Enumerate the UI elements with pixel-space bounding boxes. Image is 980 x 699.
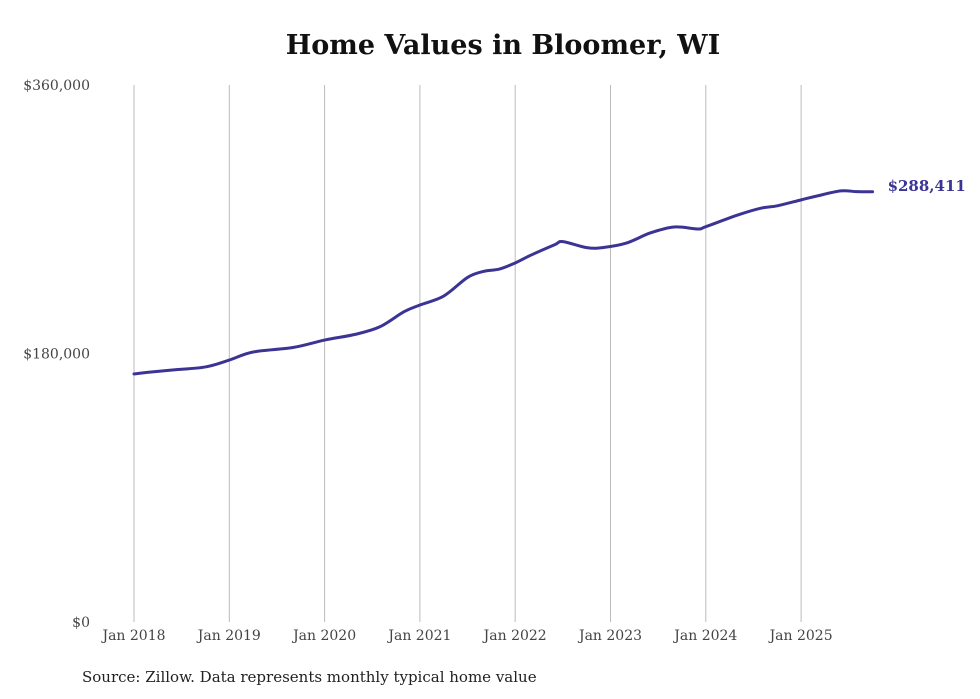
series-line-home-value (132, 189, 875, 376)
y-tick-label: $360,000 (23, 78, 90, 94)
y-tick-label: $180,000 (23, 347, 90, 363)
x-tick-label: Jan 2021 (386, 628, 451, 644)
y-tick-label: $0 (72, 615, 90, 631)
end-value-label: $288,411 (888, 177, 966, 195)
chart-title: Home Values in Bloomer, WI (285, 30, 721, 61)
x-tick-label: Jan 2018 (100, 628, 165, 644)
x-tick-label: Jan 2019 (196, 628, 261, 644)
x-tick-label: Jan 2023 (577, 628, 642, 644)
x-tick-label: Jan 2022 (482, 628, 547, 644)
source-note: Source: Zillow. Data represents monthly … (82, 668, 537, 686)
x-tick-label: Jan 2025 (768, 628, 833, 644)
x-tick-label: Jan 2024 (672, 628, 737, 644)
x-tick-label: Jan 2020 (291, 628, 356, 644)
